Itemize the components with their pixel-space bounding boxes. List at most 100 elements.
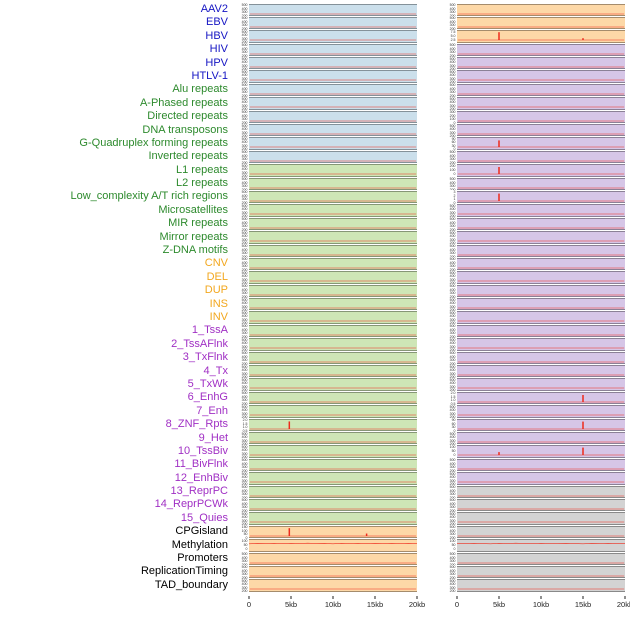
y-tick-label: 300 [241,10,248,14]
panel-plot [249,589,417,590]
y-tick-label: 400 [449,582,456,587]
figure-row: CPGisland1501005005004003002001000 [0,525,630,539]
track-panel [249,445,417,458]
row-label: HTLV-1 [191,69,228,82]
y-tick-label: 300 [449,478,456,483]
row-label: Alu repeats [172,83,228,96]
y-tick-label: 200 [241,482,248,486]
track-panel [249,97,417,110]
panel-plot [457,187,625,188]
y-tick-label: 400 [241,113,248,118]
x-axis-tick-mark [582,596,584,600]
track-panel [249,552,417,565]
panel-plot [249,543,417,545]
y-axis-ticks: 5004003002001000 [232,16,249,30]
panel-plot [249,321,417,322]
y-axis-ticks: 100 50 0 [232,539,249,552]
y-tick-label: 300 [241,117,248,122]
figure-row: Directed repeats500400300200100030020010… [0,110,630,124]
y-tick-label: 200 [449,163,456,168]
y-tick-label: 400 [241,354,248,359]
track-panel [457,565,625,579]
y-tick-label: 300 [241,170,248,175]
panel-plot [249,40,417,41]
y-tick-label: 500 [449,83,456,88]
track-panel [457,472,625,485]
y-tick-label: 200 [449,321,456,325]
track-panel [457,30,625,43]
y-tick-label: 300 [449,505,456,510]
panel-plot [249,481,417,483]
row-label: HIV [209,43,228,56]
panel-plot [457,388,625,389]
y-tick-label: 200 [449,294,456,298]
y-tick-label: 300 [449,90,456,95]
panel-plot [249,267,417,269]
y-tick-label: 400 [241,234,248,239]
y-axis-ticks: 5004003002001000 [232,298,249,311]
y-axis-ticks: 90 60 30 0 [439,418,457,432]
x-axis-tick-label: 0 [246,600,252,610]
y-tick-label: 400 [241,153,248,158]
figure-row: Methylation 100 50 0 100 50 0 [0,539,630,552]
y-tick-label: 300 [241,23,248,28]
y-tick-label: 300 [241,344,248,349]
panel-plot [457,267,625,269]
y-tick-label: 2 [453,193,456,198]
y-axis-ticks: 5004003002001000 [439,271,457,284]
y-tick-label: 400 [241,19,248,24]
y-axis-ticks: 5004003002001000 [232,150,249,164]
track-panel [249,298,417,311]
figure-row: A-Phased repeats500400300200100050040030… [0,97,630,110]
y-axis-ticks: 5004003002001000 [232,311,249,324]
y-axis-ticks: 100 50 0 [439,539,457,552]
figure-row: Inverted repeats500400300200100050040030… [0,150,630,164]
panel-plot [249,53,417,54]
x-axis-tick-mark [332,596,334,600]
figure-row: ReplicationTiming50040030020010005004003… [0,565,630,579]
y-axis-ticks: 5004003002001000 [232,57,249,70]
column-gap [417,164,439,177]
panel-plot [249,414,417,416]
y-tick-label: 500 [241,485,248,490]
y-tick-label: 500 [241,364,248,369]
y-tick-label: 300 [241,398,248,403]
figure-row: 12_EnhBiv 5004003002001000 500400300200100… [0,472,630,485]
panel-plot [457,254,625,255]
y-tick-label: 0 [453,452,456,457]
y-axis-ticks: 5004003002001000 [439,83,457,97]
y-tick-label: 50 [451,448,456,453]
y-tick-label: 500 [449,3,456,7]
y-tick-label: 400 [241,448,248,453]
y-tick-label: 200 [449,241,456,245]
y-tick-label: 300 [449,10,456,14]
y-tick-label: 500 [241,498,248,503]
column-gap [417,432,439,445]
y-tick-label: 200 [241,40,248,44]
panel-plot [249,133,417,135]
y-tick-label: 400 [449,408,456,413]
track-panel [249,338,417,351]
figure-row: DEL 5004003002001000 5004003002001000 [0,271,630,284]
y-tick-label: 300 [449,518,456,523]
y-tick-label: 200 [449,26,456,30]
y-axis-ticks: 5004003002001000 [232,432,249,445]
track-panel [457,190,625,204]
x-axis-tick-mark [540,596,542,600]
y-tick-label: 200 [241,227,248,231]
y-tick-label: 200 [241,294,248,298]
y-tick-label: 200 [449,160,456,164]
y-tick-label: 300 [449,585,456,590]
y-tick-label: 200 [241,13,248,17]
y-tick-label: 200 [449,495,456,499]
figure-row: HTLV-1 5004003002001000 5004003002001000 [0,70,630,83]
y-axis-ticks: 5004003002001000 [439,405,457,418]
y-tick-label: 200 [241,254,248,258]
y-tick-label: 500 [241,96,248,101]
y-axis-ticks: 5004003002001000 [232,565,249,579]
y-tick-label: 300 [449,76,456,81]
x-axis-tick-label: 0 [454,600,460,610]
track-panel [457,16,625,30]
track-panel [457,257,625,271]
y-tick-label: 200 [241,107,248,111]
